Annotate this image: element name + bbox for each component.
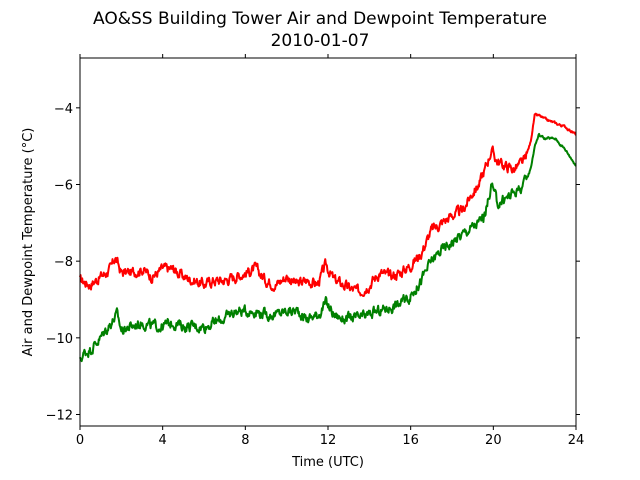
y-tick-label: −10 bbox=[46, 332, 73, 347]
x-tick-label: 20 bbox=[485, 433, 502, 448]
y-axis: −12 −10 −8 −6 −4 bbox=[46, 102, 580, 424]
x-axis: 0 4 8 12 16 20 24 bbox=[76, 54, 584, 448]
x-tick-label: 12 bbox=[320, 433, 337, 448]
x-tick-label: 16 bbox=[402, 433, 419, 448]
x-axis-label: Time (UTC) bbox=[291, 455, 364, 470]
series-line-2 bbox=[79, 132, 577, 363]
x-tick-label: 8 bbox=[241, 433, 249, 448]
plot-area: 0 4 8 12 16 20 24 −12 −10 −8 −6 −4 bbox=[46, 54, 584, 448]
y-tick-label: −6 bbox=[54, 179, 73, 194]
y-tick-label: −12 bbox=[46, 409, 73, 424]
x-tick-label: 4 bbox=[159, 433, 167, 448]
x-tick-label: 0 bbox=[76, 433, 84, 448]
series-layer bbox=[79, 112, 577, 363]
y-tick-label: −4 bbox=[54, 102, 73, 117]
x-tick-label: 24 bbox=[568, 433, 585, 448]
series-line-1 bbox=[79, 112, 577, 298]
y-axis-label: Air and Dewpoint Temperature (°C) bbox=[21, 128, 36, 357]
y-tick-label: −8 bbox=[54, 255, 73, 270]
chart-subtitle: 2010-01-07 bbox=[271, 31, 370, 51]
chart-title: AO&SS Building Tower Air and Dewpoint Te… bbox=[93, 9, 547, 29]
